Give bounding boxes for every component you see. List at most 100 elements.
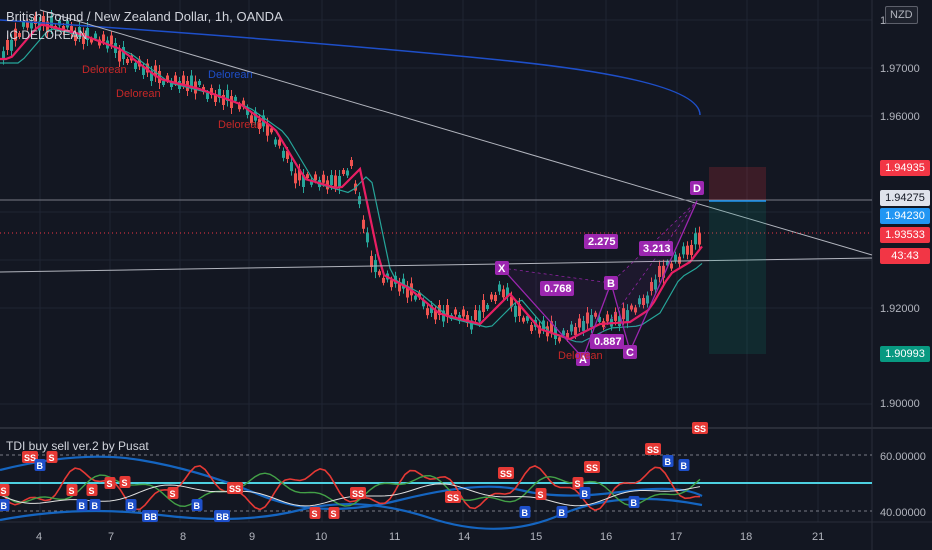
candle bbox=[666, 261, 669, 266]
candle bbox=[110, 35, 113, 45]
time-tick: 8 bbox=[180, 531, 186, 543]
buy-signal: B bbox=[631, 498, 638, 508]
candle bbox=[462, 309, 465, 317]
candle bbox=[694, 233, 697, 245]
price-tag-entry: 1.94230 bbox=[880, 208, 930, 224]
candle bbox=[86, 28, 89, 40]
candle bbox=[454, 309, 457, 315]
candle bbox=[182, 75, 185, 85]
tdi-indicator-label[interactable]: TDI buy sell ver.2 by Pusat bbox=[6, 439, 149, 453]
pattern-ratio-box bbox=[540, 281, 574, 296]
buy-signal-box bbox=[662, 455, 674, 467]
sell-signal-box bbox=[227, 482, 243, 494]
candle bbox=[290, 162, 293, 172]
candle bbox=[210, 88, 213, 95]
candle bbox=[118, 50, 121, 62]
price-tick: 1.90000 bbox=[880, 398, 920, 410]
candle bbox=[594, 312, 597, 317]
candle bbox=[494, 295, 497, 301]
sell-signal: SS bbox=[500, 469, 512, 479]
price-tag-level: 1.94275 bbox=[880, 190, 930, 206]
candle bbox=[78, 27, 81, 37]
sell-signal-box bbox=[692, 422, 708, 434]
buy-signal: B bbox=[1, 501, 8, 511]
candle bbox=[614, 311, 617, 321]
candle bbox=[6, 40, 9, 50]
candle bbox=[14, 28, 17, 41]
tdi-price-line bbox=[0, 464, 701, 512]
candle bbox=[190, 75, 193, 87]
candle bbox=[446, 305, 449, 317]
sell-signal: SS bbox=[24, 453, 36, 463]
pattern-ratio: 3.213 bbox=[643, 243, 671, 255]
sell-signal: S bbox=[122, 478, 128, 488]
tdi-tick: 60.00000 bbox=[880, 451, 926, 463]
ma-blue-line bbox=[0, 19, 701, 116]
candle bbox=[330, 175, 333, 185]
candle bbox=[574, 327, 577, 335]
candle bbox=[690, 245, 693, 255]
harmonic-pattern[interactable]: X A B C D 0.768 0.887 2.275 3.213 bbox=[495, 181, 704, 366]
price-tag-stop: 1.94935 bbox=[880, 160, 930, 176]
candle bbox=[478, 310, 481, 322]
candle bbox=[398, 282, 401, 292]
candle bbox=[18, 33, 21, 37]
candle bbox=[586, 312, 589, 324]
tdi-upper-band bbox=[0, 455, 703, 510]
candle bbox=[490, 294, 493, 300]
buy-signal-box bbox=[89, 499, 101, 511]
buy-signal: B bbox=[582, 489, 589, 499]
candle bbox=[426, 308, 429, 316]
sell-signal-box bbox=[535, 488, 547, 500]
buy-signal: B bbox=[194, 501, 201, 511]
sell-signal: S bbox=[331, 509, 337, 519]
candle bbox=[282, 150, 285, 158]
symbol-title[interactable]: British Pound / New Zealand Dollar, 1h, … bbox=[6, 9, 283, 24]
time-tick: 9 bbox=[249, 531, 255, 543]
candle bbox=[506, 287, 509, 297]
candle bbox=[298, 169, 301, 181]
main-chart[interactable] bbox=[0, 9, 873, 360]
candle bbox=[274, 139, 277, 145]
sell-signal: S bbox=[538, 490, 544, 500]
candle bbox=[510, 296, 513, 307]
candle bbox=[162, 81, 165, 85]
candle bbox=[518, 304, 521, 316]
sell-signal-box bbox=[0, 484, 10, 496]
candle bbox=[378, 271, 381, 276]
buy-signal-box bbox=[125, 499, 137, 511]
delorean-labels: Delorean Delorean Delorean Delorean Delo… bbox=[82, 64, 603, 362]
candle bbox=[582, 321, 585, 331]
currency-badge[interactable]: NZD bbox=[885, 6, 918, 24]
candle bbox=[642, 298, 645, 305]
time-tick: 14 bbox=[458, 531, 470, 543]
pattern-point-b: B bbox=[607, 278, 615, 290]
candle bbox=[334, 175, 337, 187]
pattern-ratio-box bbox=[639, 241, 673, 256]
sell-signal-box bbox=[445, 491, 461, 503]
candle bbox=[550, 321, 553, 333]
time-axis[interactable]: 4 7 8 9 10 11 14 15 16 17 18 21 bbox=[36, 531, 824, 543]
price-axis[interactable]: 1.97000 1.96000 1.92000 1.90000 1.9 1.9 … bbox=[880, 15, 926, 519]
indicator-label[interactable]: IC DELOREAN bbox=[6, 28, 88, 42]
candle bbox=[630, 305, 633, 310]
candle bbox=[42, 16, 45, 26]
tdi-panel[interactable] bbox=[0, 454, 872, 530]
candle bbox=[498, 284, 501, 292]
sell-signal-box bbox=[584, 461, 600, 473]
pattern-fill bbox=[502, 268, 611, 358]
time-tick: 7 bbox=[108, 531, 114, 543]
sell-signal-box bbox=[572, 477, 584, 489]
candle bbox=[526, 315, 529, 321]
candle bbox=[314, 174, 317, 181]
price-tag-countdown: 43:43 bbox=[880, 248, 930, 264]
candle bbox=[654, 279, 657, 290]
delorean-label: Delorean bbox=[218, 119, 263, 131]
buy-signal-box bbox=[142, 510, 158, 522]
candle bbox=[554, 327, 557, 339]
candle bbox=[286, 151, 289, 159]
sell-signal: S bbox=[49, 453, 55, 463]
buy-signal: B bbox=[92, 501, 99, 511]
candle bbox=[222, 95, 225, 105]
